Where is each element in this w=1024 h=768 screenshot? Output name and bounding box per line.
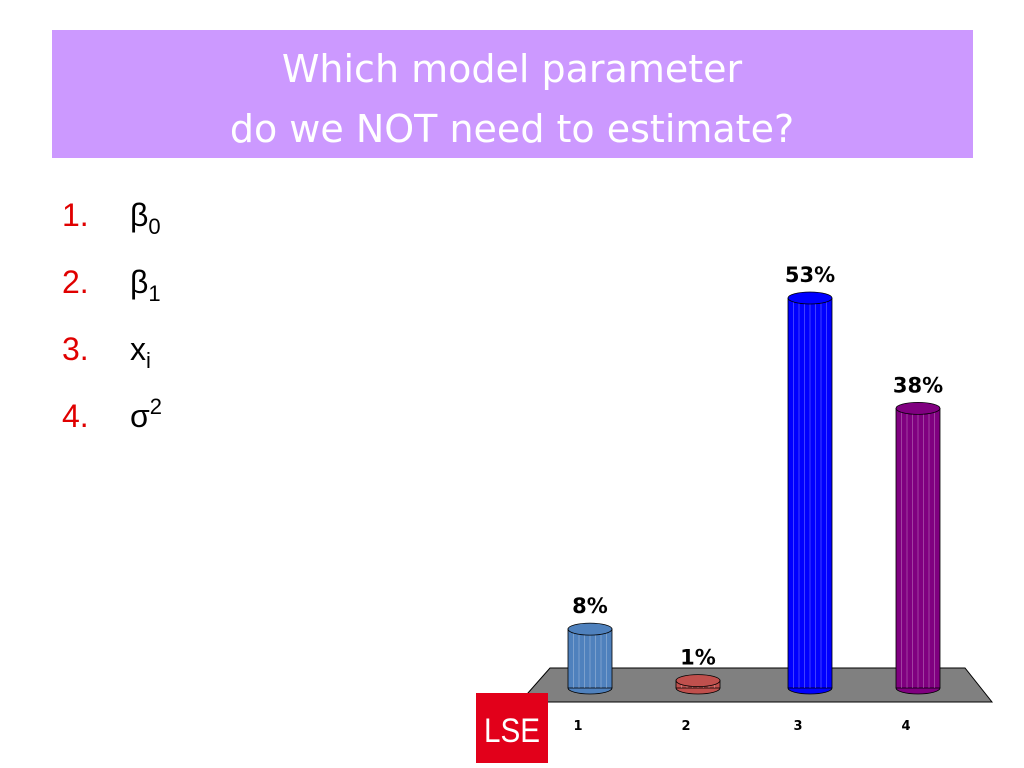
title-line: Which model parameter bbox=[282, 47, 743, 91]
option-number: 1. bbox=[62, 197, 89, 233]
bar bbox=[787, 297, 833, 689]
x-tick-label: 3 bbox=[793, 719, 802, 734]
option-symbol: σ bbox=[130, 398, 150, 434]
x-tick-label: 4 bbox=[901, 719, 910, 734]
bar-cap bbox=[787, 291, 833, 305]
option-text: σ2 bbox=[130, 394, 162, 434]
option-subscript: i bbox=[146, 348, 151, 373]
option-symbol: x bbox=[130, 331, 146, 367]
title-line: do we NOT need to estimate? bbox=[230, 107, 794, 151]
value-label: 53% bbox=[785, 263, 835, 287]
option-superscript: 2 bbox=[150, 394, 162, 419]
value-label: 38% bbox=[893, 373, 943, 397]
option-subscript: 1 bbox=[148, 281, 160, 306]
option-subscript: 0 bbox=[148, 214, 160, 239]
value-label: 1% bbox=[680, 646, 716, 670]
logo-box bbox=[476, 693, 548, 763]
option-text: xi bbox=[130, 331, 151, 373]
x-tick-label: 1 bbox=[573, 719, 582, 734]
logo-text: LSE bbox=[484, 712, 540, 750]
x-tick-label: 2 bbox=[681, 719, 690, 734]
option-text: β0 bbox=[130, 197, 161, 239]
title-banner bbox=[52, 30, 973, 158]
option-number: 3. bbox=[62, 331, 89, 367]
option-symbol: β bbox=[130, 264, 148, 300]
option-number: 4. bbox=[62, 398, 89, 434]
value-label: 8% bbox=[572, 594, 608, 618]
bar-cap bbox=[675, 674, 721, 688]
option-text: β1 bbox=[130, 264, 161, 306]
option-number: 2. bbox=[62, 264, 89, 300]
bar bbox=[895, 407, 941, 689]
bar-cap bbox=[567, 622, 613, 636]
bar-cap bbox=[895, 401, 941, 415]
option-symbol: β bbox=[130, 197, 148, 233]
